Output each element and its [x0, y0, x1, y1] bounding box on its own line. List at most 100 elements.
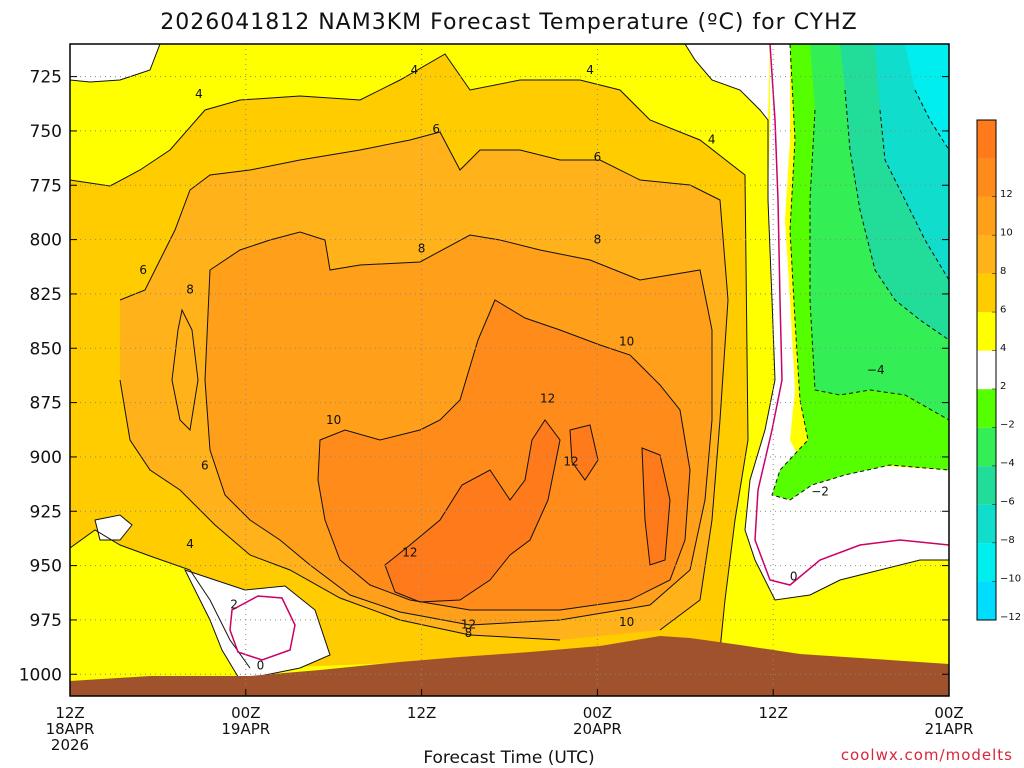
- contour-label: 6: [594, 150, 602, 164]
- negative-contour-lines: [771, 44, 949, 501]
- legend-swatch: [977, 581, 996, 620]
- legend-swatch: [977, 427, 996, 467]
- x-tick-label: 18APR: [46, 720, 95, 738]
- y-tick-label: 875: [30, 394, 62, 414]
- band-above-12-ridge: [642, 448, 670, 565]
- x-tick-label: 12Z: [759, 704, 788, 722]
- legend-label: −6: [1000, 497, 1015, 508]
- contour-line-2-sw: [184, 569, 331, 681]
- y-tick-label: 775: [30, 176, 62, 196]
- terrain-below-surface: [70, 636, 949, 696]
- band-above-12: [385, 420, 560, 602]
- contour-line-minus-8: [879, 109, 949, 281]
- watermark: coolwx.com/modelts: [841, 746, 1013, 764]
- temperature-field: [70, 44, 949, 696]
- contour-label: 8: [186, 283, 194, 297]
- contour-line-10: [317, 299, 691, 611]
- x-tick-label: 12Z: [407, 704, 436, 722]
- contour-line-8-island: [171, 308, 199, 432]
- contour-label: 8: [594, 233, 602, 247]
- x-tick-label: 00Z: [934, 704, 963, 722]
- y-tick-label: 925: [30, 502, 62, 522]
- contour-line-0-sw: [229, 595, 296, 661]
- chart-title: 2026041812 NAM3KM Forecast Temperature (…: [160, 10, 857, 35]
- y-tick-label: 800: [30, 231, 62, 251]
- legend-swatch: [977, 120, 996, 159]
- contour-label: 12: [563, 454, 578, 468]
- legend-swatch: [977, 504, 996, 544]
- contour-line-0-front: [754, 44, 949, 586]
- legend-label: 10: [1000, 227, 1013, 238]
- legend-swatch: [977, 196, 996, 236]
- contour-line-12-ridge: [641, 447, 671, 566]
- contour-label: 10: [619, 615, 634, 629]
- contour-line-12: [384, 419, 561, 603]
- legend-label: −8: [1000, 535, 1015, 546]
- contour-label: 0: [790, 569, 798, 583]
- legend-label: 6: [1000, 304, 1006, 315]
- contour-label: −4: [867, 363, 885, 377]
- contour-line-minus-6: [844, 89, 949, 341]
- contour-label: 8: [465, 626, 473, 640]
- contour-line-12-east: [569, 424, 599, 481]
- y-tick-label: 850: [30, 339, 62, 359]
- y-tick-label: 950: [30, 557, 62, 577]
- legend-swatch: [977, 389, 996, 428]
- y-tick-label: 825: [30, 285, 62, 305]
- legend-swatch: [977, 350, 996, 390]
- contour-label: 2: [230, 598, 238, 612]
- x-tick-label: 21APR: [925, 720, 974, 738]
- plot-frame: [69, 43, 950, 697]
- contour-label: 4: [195, 87, 203, 101]
- contour-line-8: [204, 231, 713, 626]
- legend-swatch: [977, 543, 996, 582]
- x-axis-label: Forecast Time (UTC): [423, 748, 594, 768]
- legend-label: 4: [1000, 343, 1006, 354]
- legend-label: −12: [1000, 612, 1021, 623]
- contour-line-minus-4: [809, 109, 949, 421]
- contour-label: 8: [418, 241, 426, 255]
- y-tick-label: 900: [30, 448, 62, 468]
- contour-label: 12: [402, 546, 417, 560]
- y-tick-label: 750: [30, 122, 62, 142]
- y-tick-label: 1000: [19, 665, 62, 685]
- legend-swatch: [977, 312, 996, 351]
- legend-label: −2: [1000, 420, 1015, 431]
- contour-label: 12: [461, 617, 476, 631]
- band-minus-10-to-minus-12: [905, 44, 949, 150]
- contour-label: 4: [586, 63, 594, 77]
- contour-line-4-sw: [70, 529, 251, 669]
- contour-lines: [70, 44, 949, 681]
- contour-line-6-sw: [119, 379, 561, 641]
- contour-label: 4: [186, 537, 194, 551]
- contour-line-4: [70, 53, 749, 651]
- contour-label: 4: [708, 133, 716, 147]
- legend-label: 2: [1000, 381, 1006, 392]
- legend-swatch: [977, 235, 996, 274]
- warm-nose-low-0-to-2: [185, 570, 330, 680]
- x-tick-label: 12Z: [55, 704, 84, 722]
- contour-label: 10: [326, 413, 341, 427]
- legend-swatch: [977, 158, 996, 197]
- band-above-12-east: [570, 425, 598, 480]
- contour-line-2-nw: [70, 44, 161, 83]
- legend-swatch: [977, 466, 996, 505]
- color-legend: 12 10 8 6 4 2 −2 −4 −6 −8 −10 −12: [976, 119, 1021, 623]
- contour-label: 6: [139, 263, 147, 277]
- band-0-to-2-top: [685, 44, 770, 120]
- x-tick-label: 00Z: [583, 704, 612, 722]
- legend-swatch: [977, 273, 996, 313]
- contour-line-minus-10: [914, 89, 949, 151]
- contour-line-2-front: [684, 44, 949, 601]
- legend-frame: [976, 119, 997, 621]
- pocket-0-to-2: [95, 515, 132, 540]
- contour-label: 12: [540, 391, 555, 405]
- contour-label: 4: [410, 63, 418, 77]
- contour-label: 6: [201, 459, 209, 473]
- x-tick-label: 00Z: [231, 704, 260, 722]
- x-tick-label: 2026: [51, 736, 89, 754]
- y-tick-label: 975: [30, 611, 62, 631]
